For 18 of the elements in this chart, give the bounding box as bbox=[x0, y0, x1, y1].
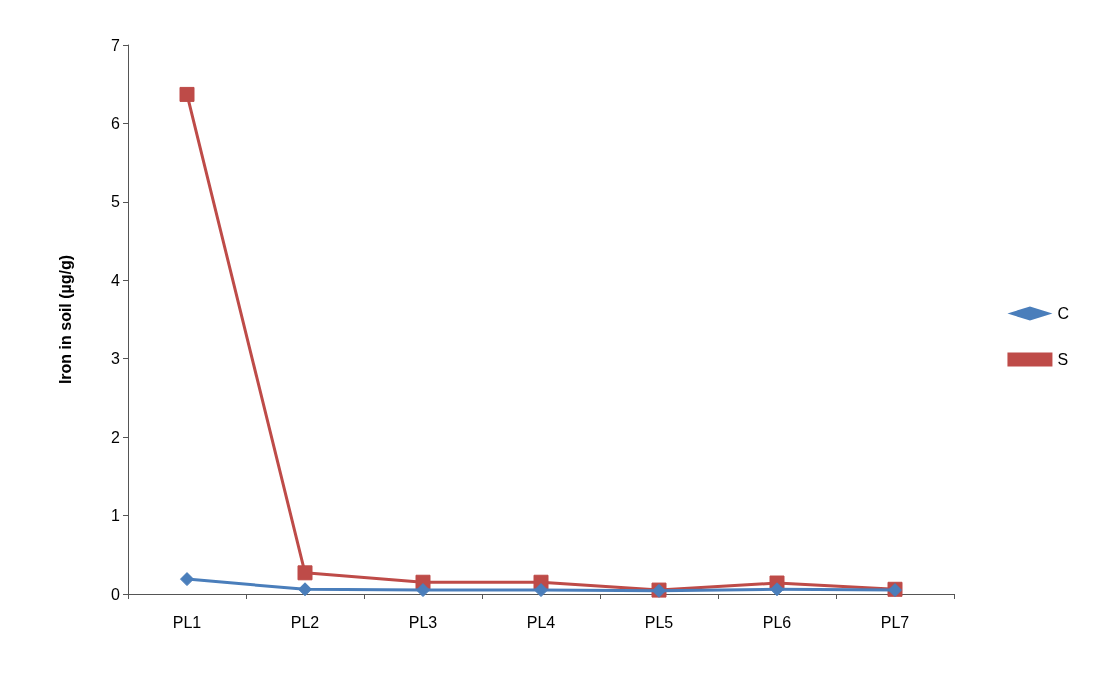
x-tick-label: PL5 bbox=[644, 613, 674, 631]
x-tick-label: PL4 bbox=[526, 613, 556, 631]
y-tick-label: 4 bbox=[111, 271, 121, 289]
x-tick-label: PL7 bbox=[880, 613, 910, 631]
x-tick-label: PL6 bbox=[762, 613, 792, 631]
legend-label: C bbox=[1057, 305, 1070, 322]
y-tick-label: 5 bbox=[111, 193, 121, 211]
y-axis-title: Iron in soil (µg/g) bbox=[56, 254, 74, 385]
x-tick-label: PL2 bbox=[290, 613, 320, 631]
x-tick-label: PL3 bbox=[408, 613, 438, 631]
y-tick-label: 7 bbox=[111, 36, 121, 54]
y-tick-label: 2 bbox=[111, 428, 121, 446]
y-tick-label: 0 bbox=[111, 585, 121, 603]
y-tick-label: 6 bbox=[111, 114, 121, 132]
y-tick-label: 1 bbox=[111, 507, 121, 525]
legend-label: S bbox=[1057, 351, 1069, 368]
x-tick-label: PL1 bbox=[172, 613, 202, 631]
y-tick-label: 3 bbox=[111, 350, 121, 368]
